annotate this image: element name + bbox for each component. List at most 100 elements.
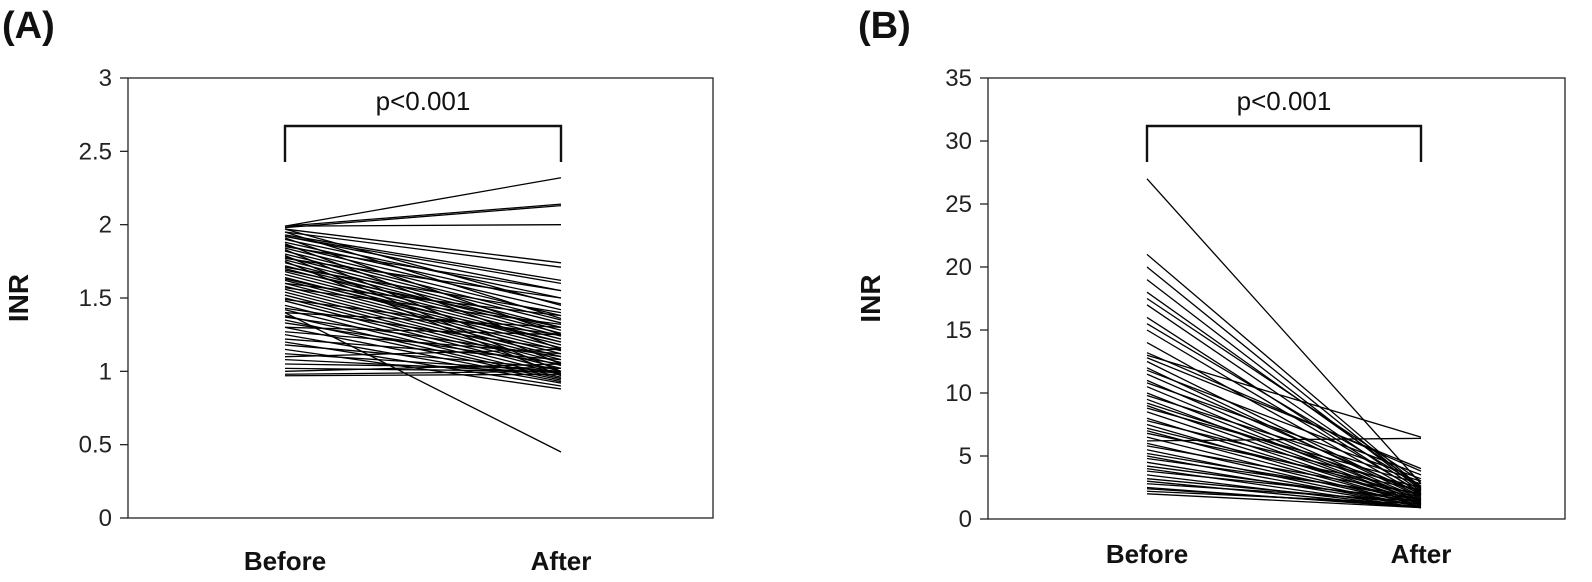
y-tick-label: 0.5 [79,432,112,459]
series-line [284,224,562,227]
y-tick-label: 2 [99,212,112,239]
series-line [284,304,562,375]
series-line [284,353,562,372]
series-line [284,363,562,372]
series-line [1146,465,1422,503]
series-line [284,266,562,314]
series-line [284,298,562,336]
y-tick-label: 1.5 [79,285,112,312]
series-line [284,250,562,321]
series-line [1146,297,1422,482]
y-axis-label: INR [855,274,886,322]
panel-a: (A) 0 0.5 1 1.5 2 2.5 3 INR Before After p<0.001 [2,5,714,576]
significance-bracket [1145,124,1423,162]
series-line [284,326,562,336]
series-line [284,246,562,292]
series-line [1146,452,1422,500]
y-tick-label: 25 [945,191,972,218]
series-line [284,244,562,311]
y-tick-label: 15 [945,317,972,344]
series-line [284,363,562,370]
series-line [1146,493,1422,509]
series-line [284,312,562,328]
y-tick-label: 1 [99,358,112,385]
series-lines [1146,178,1422,509]
series-line [284,370,562,375]
panel-label: (A) [2,5,55,47]
series-line [1146,304,1422,492]
series-line [1146,342,1422,496]
series-line [1146,457,1422,497]
series-line [1146,369,1422,476]
plot-frame [987,77,1566,520]
series-line [284,282,562,317]
series-line [1146,488,1422,508]
y-axis-label: INR [3,274,34,322]
significance-bracket [283,124,563,162]
significance-label: p<0.001 [1237,86,1332,116]
series-line [284,294,562,367]
series-line [1146,407,1422,485]
series-line [284,241,562,305]
series-line [284,231,562,268]
series-line [284,348,562,358]
series-line [1146,279,1422,491]
series-line [1146,411,1422,504]
series-line [284,234,562,282]
series-line [1146,402,1422,492]
series-line [284,177,562,227]
y-tick-label: 3 [99,65,112,92]
series-line [284,287,562,326]
category-label-before: Before [244,546,326,576]
panel-label: (B) [858,5,911,47]
series-line [284,279,562,352]
series-line [284,248,562,365]
series-line [1146,178,1422,485]
series-line [1146,478,1422,505]
series-line [1146,445,1422,495]
category-label-after: After [531,546,592,576]
series-line [1146,373,1422,495]
series-line [284,291,562,364]
series-line [284,278,562,343]
y-tick-label: 5 [959,443,972,470]
series-line [1146,483,1422,503]
series-line [1146,323,1422,487]
series-line [1146,394,1422,482]
series-line [1146,354,1422,438]
y-tick-label: 35 [945,65,972,92]
significance-label: p<0.001 [376,86,471,116]
category-label-before: Before [1106,539,1188,569]
series-line [1146,437,1422,442]
series-line [284,235,562,292]
category-label-after: After [1391,539,1452,569]
y-tick-label: 0 [99,505,112,532]
series-line [284,373,562,377]
series-line [284,257,562,299]
series-line [1146,382,1422,480]
series-line [1146,266,1422,490]
series-line [1146,470,1422,500]
series-line [284,228,562,306]
series-lines [284,177,562,453]
series-line [284,228,562,264]
series-line [284,338,562,361]
series-line [1146,357,1422,470]
y-tick-label: 0 [959,506,972,533]
series-line [284,204,562,229]
series-line [284,231,562,320]
series-line [284,288,562,361]
series-line [284,322,562,365]
y-tick-label: 10 [945,380,972,407]
series-line [284,344,562,370]
y-tick-label: 20 [945,254,972,281]
y-tick-label: 2.5 [79,138,112,165]
series-line [1146,253,1422,488]
series-line [284,312,562,453]
panel-b: (B) 0 5 10 15 20 25 30 35 INR Before After p<0.001 [855,5,1566,569]
series-line [1146,427,1422,496]
series-line [284,367,562,372]
series-line [284,203,562,227]
series-line [284,235,562,284]
